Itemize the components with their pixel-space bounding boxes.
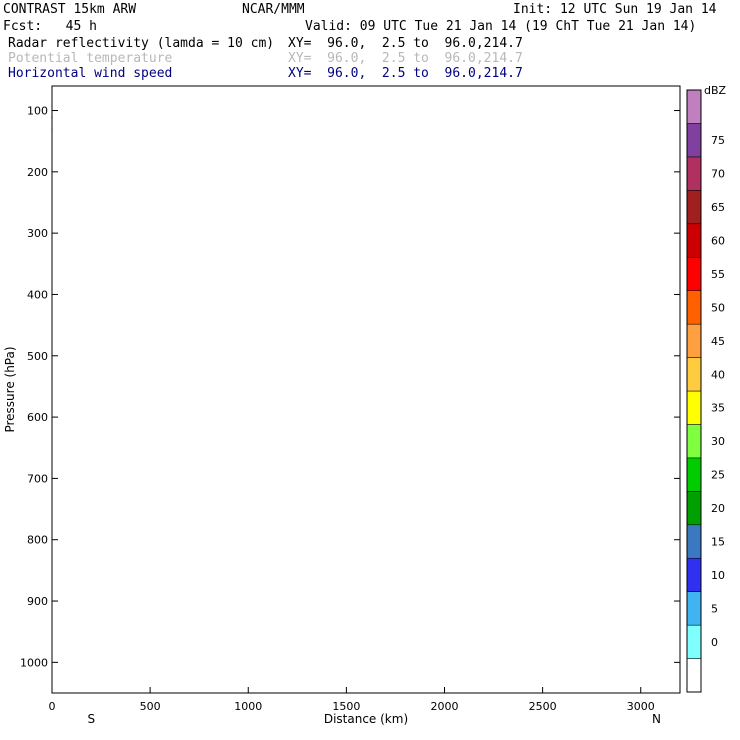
colorbar-swatch (686, 624, 702, 659)
y-tick-label: 500 (27, 350, 48, 363)
colorbar-swatch (686, 491, 702, 526)
colorbar-label: 5 (711, 602, 718, 615)
forecast-hour: Fcst: 45 h (3, 19, 97, 34)
y-tick-label: 100 (27, 105, 48, 118)
field-theta-name: Potential temperature (8, 51, 173, 66)
colorbar-swatch (686, 457, 702, 492)
colorbar-label: 50 (711, 301, 725, 314)
model-title: CONTRAST 15km ARW (3, 2, 137, 17)
colorbar-swatch (686, 156, 702, 191)
colorbar-label: 70 (711, 168, 725, 181)
colorbar-label: 55 (711, 268, 725, 281)
y-tick-label: 400 (27, 288, 48, 301)
colorbar-swatch (686, 290, 702, 325)
y-tick-label: 800 (27, 534, 48, 547)
colorbar-swatch (686, 658, 702, 693)
x-tick-label: 2500 (529, 700, 557, 713)
field-reflectivity-name: Radar reflectivity (lamda = 10 cm) (8, 36, 275, 51)
colorbar-label: 30 (711, 435, 725, 448)
colorbar-label: 45 (711, 335, 725, 348)
x-axis-title: Distance (km) (324, 712, 408, 726)
colorbar-swatch (686, 591, 702, 626)
field-theta-xy: XY= 96.0, 2.5 to 96.0,214.7 (288, 51, 523, 66)
valid-time: Valid: 09 UTC Tue 21 Jan 14 (19 ChT Tue … (305, 19, 697, 34)
colorbar-swatch (686, 223, 702, 258)
field-wind-xy: XY= 96.0, 2.5 to 96.0,214.7 (288, 66, 523, 81)
colorbar-swatch (686, 323, 702, 358)
colorbar-label: 65 (711, 201, 725, 214)
field-wind-name: Horizontal wind speed (8, 66, 173, 81)
plot-frame (51, 85, 681, 694)
init-time: Init: 12 UTC Sun 19 Jan 14 (513, 2, 717, 17)
colorbar-swatch (686, 123, 702, 158)
colorbar-label: 15 (711, 536, 725, 549)
y-tick-label: 200 (27, 166, 48, 179)
x-tick-label: 2000 (431, 700, 459, 713)
colorbar-label: 35 (711, 402, 725, 415)
x-tick-label: 500 (140, 700, 161, 713)
colorbar-swatch (686, 390, 702, 425)
colorbar-label: 40 (711, 368, 725, 381)
colorbar-swatch (686, 256, 702, 291)
y-tick-label: 700 (27, 472, 48, 485)
plot-area (52, 86, 680, 693)
axes: 100 200 300 400 500 600 700 800 900 1000 0 500 1000 1… (3, 85, 681, 726)
colorbar-swatch (686, 357, 702, 392)
colorbar-label: 75 (711, 134, 725, 147)
x-tick-label: 1500 (332, 700, 360, 713)
y-tick-label: 1000 (20, 656, 48, 669)
north-end-label: N (652, 712, 661, 726)
x-tick-label: 3000 (627, 700, 655, 713)
organization-label: NCAR/MMM (242, 2, 305, 17)
y-tick-label: 900 (27, 595, 48, 608)
y-tick-label: 300 (27, 227, 48, 240)
colorbar-label: 25 (711, 469, 725, 482)
colorbar-label: 20 (711, 502, 725, 515)
colorbar-swatch (686, 557, 702, 592)
colorbar-frame (686, 89, 702, 693)
colorbar-label: 0 (711, 636, 718, 649)
y-tick-label: 600 (27, 411, 48, 424)
colorbar-label: 10 (711, 569, 725, 582)
x-tick-label: 0 (49, 700, 56, 713)
colorbar: dBZ 0 5 10 15 20 25 30 35 40 45 50 55 60 65 70 75 (686, 84, 727, 693)
colorbar-swatch (686, 190, 702, 225)
south-end-label: S (87, 712, 95, 726)
colorbar-label: 60 (711, 235, 725, 248)
colorbar-swatch (686, 89, 702, 124)
y-axis-title: Pressure (hPa) (3, 346, 17, 432)
field-reflectivity-xy: XY= 96.0, 2.5 to 96.0,214.7 (288, 36, 523, 51)
x-tick-label: 1000 (234, 700, 262, 713)
colorbar-swatch (686, 524, 702, 559)
colorbar-swatch (686, 424, 702, 459)
colorbar-unit: dBZ (704, 84, 727, 97)
